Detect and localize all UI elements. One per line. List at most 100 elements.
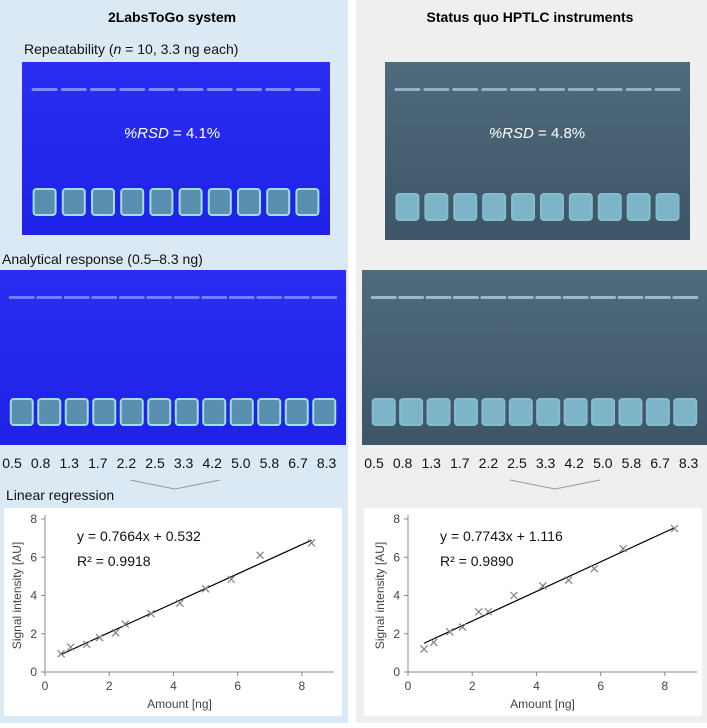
- r-squared: R² = 0.9890: [440, 553, 514, 569]
- well: [673, 398, 698, 426]
- well: [536, 398, 561, 426]
- band: [63, 296, 90, 299]
- lane-label: 0.8: [31, 455, 51, 471]
- band: [567, 88, 594, 91]
- marker: [564, 576, 573, 585]
- well: [539, 193, 564, 221]
- well: [511, 193, 536, 221]
- lane-label: 0.5: [364, 455, 384, 471]
- band: [481, 88, 508, 91]
- x-tick-label: 8: [299, 679, 306, 693]
- band: [119, 88, 146, 91]
- band: [90, 88, 116, 91]
- lane-label: 3.3: [174, 455, 194, 471]
- marker: [420, 645, 428, 653]
- marker: [66, 643, 75, 652]
- band: [311, 296, 338, 299]
- marker: [175, 599, 184, 608]
- band: [236, 88, 262, 91]
- lane-label: 6.7: [288, 455, 308, 471]
- text: = 4.8%: [534, 125, 585, 142]
- chevron: [129, 479, 221, 490]
- band: [510, 88, 537, 91]
- x-tick-label: 4: [533, 679, 540, 693]
- marker: [111, 628, 120, 637]
- well: [568, 193, 593, 221]
- x-tick-label: 8: [662, 679, 669, 693]
- y-tick-label: 6: [30, 550, 37, 564]
- well: [147, 398, 172, 426]
- y-tick-label: 0: [393, 665, 400, 679]
- well: [120, 188, 145, 216]
- lane-label: 5.8: [622, 455, 642, 471]
- x-axis-label: Amount [ng]: [147, 697, 212, 711]
- x-tick-label: 6: [597, 679, 604, 693]
- band: [562, 296, 589, 299]
- well: [626, 193, 651, 221]
- well: [453, 193, 478, 221]
- left-title: 2LabsToGo system: [108, 9, 236, 25]
- marker: [147, 609, 155, 618]
- y-axis-label: Signal intensity [AU]: [10, 542, 24, 649]
- band: [394, 88, 421, 91]
- lane-label: 2.5: [507, 455, 527, 471]
- band: [535, 296, 562, 299]
- well: [178, 188, 203, 216]
- band: [265, 88, 292, 91]
- well: [174, 398, 199, 426]
- band: [31, 88, 58, 91]
- band: [452, 296, 479, 299]
- chart-box: [364, 508, 702, 716]
- well: [655, 193, 680, 221]
- marker: [121, 620, 130, 629]
- band: [91, 296, 118, 299]
- x-tick-label: 2: [469, 679, 476, 693]
- marker: [201, 584, 210, 593]
- well: [149, 188, 174, 216]
- y-tick-label: 2: [30, 627, 37, 641]
- y-tick-label: 4: [30, 589, 37, 603]
- lane-label: 1.7: [88, 455, 108, 471]
- band: [228, 296, 255, 299]
- lane-label: 2.2: [117, 455, 137, 471]
- band: [294, 88, 321, 91]
- right-title: Status quo HPTLC instruments: [427, 9, 634, 25]
- marker: [474, 607, 483, 616]
- marker: [590, 564, 599, 573]
- y-tick-label: 0: [30, 665, 37, 679]
- well: [481, 398, 506, 426]
- band: [590, 296, 617, 299]
- marker: [95, 633, 104, 642]
- y-axis-label: Signal intensity [AU]: [373, 542, 387, 649]
- well: [395, 193, 420, 221]
- well: [591, 398, 616, 426]
- marker: [429, 638, 438, 647]
- rsd-label: %RSD = 4.1%: [124, 125, 220, 142]
- band: [370, 296, 397, 299]
- marker: [670, 524, 679, 533]
- lane-label: 1.7: [450, 455, 470, 471]
- well: [37, 398, 62, 426]
- lane-label: 0.5: [2, 455, 22, 471]
- plates: %RSD = 4.1% %RSD = 4.8%0.5 0.8 1.3 1.7 2.2 2.5…: [0, 62, 707, 490]
- well: [257, 398, 282, 426]
- well: [61, 188, 86, 216]
- band: [480, 296, 507, 299]
- well: [597, 193, 622, 221]
- well: [399, 398, 424, 426]
- well: [482, 193, 507, 221]
- analytical-label: Analytical response (0.5–8.3 ng): [2, 251, 203, 267]
- well: [92, 398, 117, 426]
- well: [237, 188, 261, 216]
- band: [596, 88, 623, 91]
- well: [426, 398, 451, 426]
- fit-line: [60, 539, 312, 656]
- lane-label: 4.2: [202, 455, 222, 471]
- well: [202, 398, 227, 426]
- x-axis-label: Amount [ng]: [510, 697, 575, 711]
- band: [672, 296, 699, 299]
- y-tick-label: 4: [393, 589, 400, 603]
- band: [60, 88, 87, 91]
- band: [398, 296, 425, 299]
- marker: [256, 551, 265, 560]
